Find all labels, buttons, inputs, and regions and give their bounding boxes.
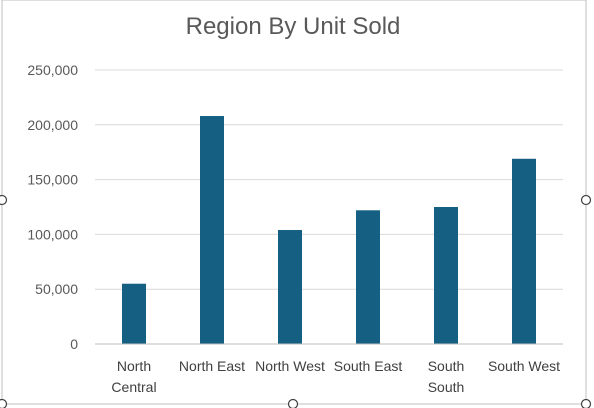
resize-handle[interactable]: [0, 398, 8, 408]
bar[interactable]: [122, 283, 146, 344]
bar[interactable]: [200, 116, 224, 344]
bars: [122, 116, 536, 344]
x-category-label: North: [117, 358, 151, 374]
resize-handle[interactable]: [287, 398, 299, 408]
x-category-label: South East: [334, 358, 403, 374]
y-tick-label: 0: [70, 336, 78, 352]
x-category-label: South: [428, 358, 465, 374]
y-tick-label: 200,000: [27, 117, 78, 133]
bar[interactable]: [512, 158, 536, 344]
x-category-label: Central: [111, 379, 156, 395]
gridlines: [95, 69, 563, 290]
y-tick-label: 250,000: [27, 62, 78, 78]
y-tick-label: 150,000: [27, 172, 78, 188]
y-tick-label: 50,000: [35, 281, 78, 297]
x-category-label: North West: [255, 358, 325, 374]
x-axis-category-labels: North Central North East North West South Ea…: [111, 358, 560, 395]
x-category-label: North East: [179, 358, 245, 374]
bar[interactable]: [356, 210, 380, 344]
bar[interactable]: [278, 230, 302, 344]
selection-handles: [0, 194, 592, 408]
y-tick-label: 100,000: [27, 226, 78, 242]
chart-title: Region By Unit Sold: [186, 13, 401, 40]
y-axis-tick-labels: 0 50,000 100,000 150,000 200,000 250,000: [27, 62, 78, 352]
resize-handle[interactable]: [0, 194, 8, 206]
resize-handle[interactable]: [580, 194, 592, 206]
x-category-label: South West: [488, 358, 560, 374]
x-category-label: South: [428, 379, 465, 395]
bar[interactable]: [434, 207, 458, 344]
resize-handle[interactable]: [580, 398, 592, 408]
